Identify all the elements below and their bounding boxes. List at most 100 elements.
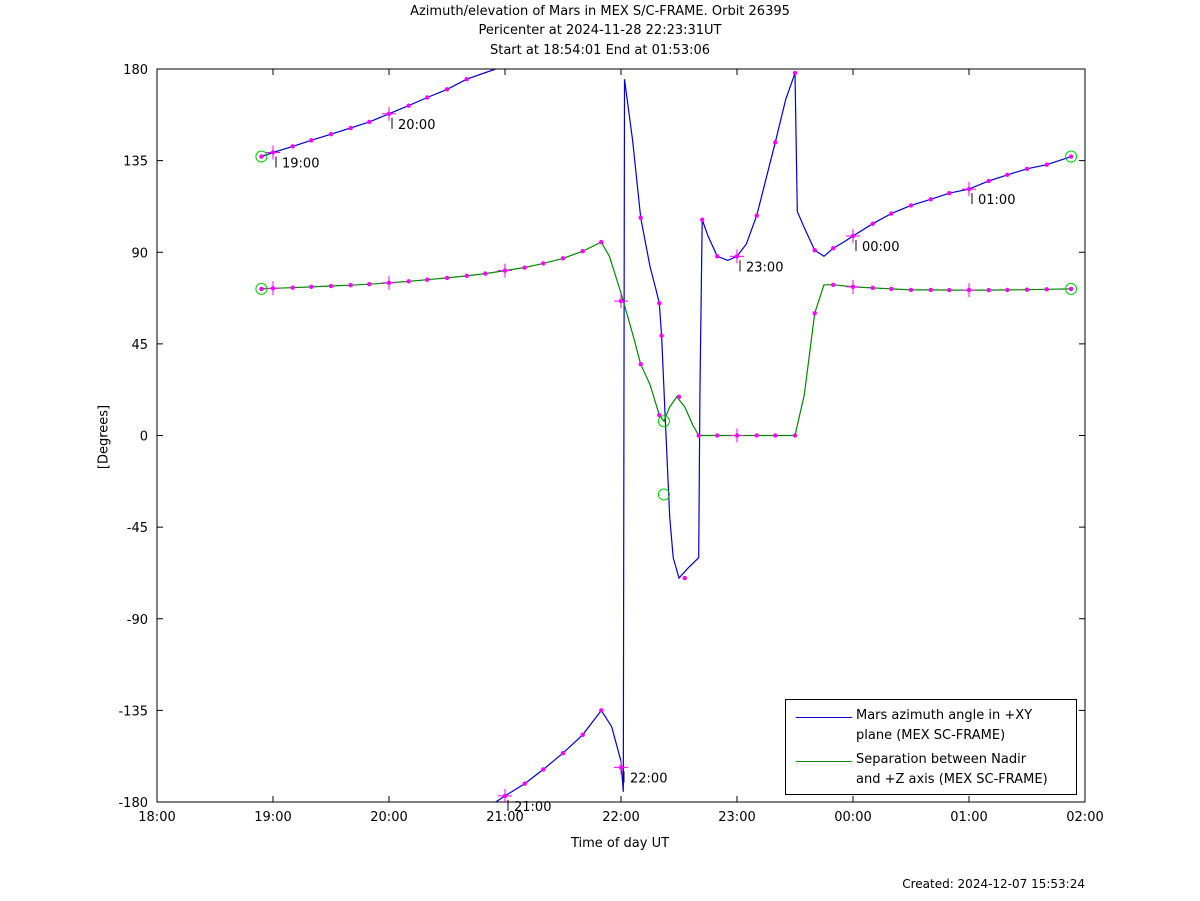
x-tick-label: 01:00 <box>950 810 987 825</box>
data-point-azimuth <box>444 87 450 92</box>
created-timestamp: Created: 2024-12-07 15:53:24 <box>902 877 1085 891</box>
time-annotation-label: 23:00 <box>746 260 783 275</box>
data-point-azimuth <box>599 708 604 713</box>
series-line-azimuth <box>495 72 1072 803</box>
y-axis-label: [Degrees] <box>96 404 112 470</box>
x-tick-label: 19:00 <box>254 810 291 825</box>
data-point-separation <box>773 433 778 438</box>
time-annotation-label: 19:00 <box>282 156 319 171</box>
data-point-separation <box>483 271 488 276</box>
data-point-separation <box>1068 286 1074 292</box>
data-point-separation <box>444 275 450 281</box>
marker-circle-separation <box>657 415 670 428</box>
data-point-azimuth <box>425 95 430 100</box>
data-point-azimuth <box>754 213 759 218</box>
data-point-azimuth <box>1005 172 1010 178</box>
time-annotation-label: 22:00 <box>630 771 667 786</box>
marker-circle-separation <box>255 282 268 295</box>
data-point-separation <box>792 433 798 438</box>
y-tick-label: 90 <box>131 246 148 261</box>
data-point-separation <box>290 285 295 290</box>
y-tick-label: 0 <box>140 430 148 445</box>
data-point-separation <box>328 283 334 289</box>
data-point-separation <box>541 261 546 266</box>
data-point-separation <box>657 412 662 418</box>
data-point-separation <box>928 287 933 293</box>
data-point-separation <box>831 282 836 288</box>
chart-title-line1: Azimuth/elevation of Mars in MEX S/C-FRA… <box>410 4 790 19</box>
x-tick-label: 21:00 <box>486 810 523 825</box>
marker-circle-azimuth <box>657 488 670 501</box>
data-point-separation <box>406 279 411 284</box>
data-point-azimuth <box>700 217 705 222</box>
data-point-separation <box>676 394 682 400</box>
data-point-separation <box>1005 287 1010 293</box>
data-point-azimuth <box>1044 162 1049 167</box>
legend-label-separation-line2: and +Z axis (MEX SC-FRAME) <box>856 772 1048 787</box>
data-point-separation <box>348 283 353 288</box>
marker-circle-separation <box>1065 282 1078 295</box>
x-tick-label: 22:00 <box>602 810 639 825</box>
data-point-azimuth <box>947 191 952 196</box>
data-point-azimuth <box>715 254 720 259</box>
series-line-separation <box>261 241 1072 437</box>
marker-circle-azimuth <box>255 150 268 163</box>
x-tick-label: 00:00 <box>834 810 871 825</box>
data-point-azimuth <box>1024 166 1030 171</box>
x-tick-label: 18:00 <box>138 810 175 825</box>
data-point-azimuth <box>986 178 991 184</box>
data-point-separation <box>464 273 469 279</box>
data-point-separation <box>986 287 991 293</box>
legend-swatch-azimuth <box>796 717 852 718</box>
data-point-separation <box>309 284 314 290</box>
y-tick-label: -180 <box>118 796 148 811</box>
y-tick-label: 135 <box>123 155 148 170</box>
data-point-azimuth <box>908 203 914 208</box>
data-point-azimuth <box>657 300 662 306</box>
data-point-azimuth <box>309 138 314 143</box>
legend-label-azimuth: Mars azimuth angle in +XY plane (MEX SC-… <box>856 706 1071 746</box>
data-point-separation <box>715 433 720 438</box>
data-point-separation <box>425 277 430 282</box>
legend: Mars azimuth angle in +XY plane (MEX SC-… <box>785 699 1077 795</box>
data-point-separation <box>870 285 875 291</box>
data-point-azimuth <box>328 131 334 137</box>
data-point-azimuth <box>1068 154 1074 159</box>
time-annotation-label: 21:00 <box>514 800 551 815</box>
chart-title-line2: Pericenter at 2024-11-28 22:23:31UT <box>478 23 722 38</box>
data-point-separation <box>259 286 264 292</box>
y-tick-label: -90 <box>127 613 148 628</box>
data-point-azimuth <box>792 70 798 76</box>
data-point-azimuth <box>773 140 778 145</box>
x-axis-label: Time of day UT <box>570 836 670 851</box>
data-point-azimuth <box>464 76 469 82</box>
data-point-azimuth <box>541 767 546 772</box>
y-tick-label: 45 <box>131 338 148 353</box>
data-point-azimuth <box>889 211 894 216</box>
y-tick-label: -45 <box>127 521 148 536</box>
data-point-separation <box>638 362 643 367</box>
x-tick-label: 02:00 <box>1066 810 1103 825</box>
data-point-azimuth <box>406 103 411 108</box>
data-point-separation <box>1044 287 1049 292</box>
data-point-separation <box>947 287 952 293</box>
data-point-azimuth <box>348 125 353 131</box>
time-annotation-label: 01:00 <box>978 193 1015 208</box>
y-tick-label: -135 <box>118 704 148 719</box>
legend-entry-separation: Separation between Nadir and +Z axis (ME… <box>796 750 1076 790</box>
legend-entry-azimuth: Mars azimuth angle in +XY plane (MEX SC-… <box>796 706 1076 746</box>
data-point-separation <box>560 256 566 261</box>
data-point-azimuth <box>682 575 687 581</box>
marker-circle-azimuth <box>1065 150 1078 163</box>
data-point-azimuth <box>522 781 527 786</box>
series-line-azimuth <box>261 68 496 158</box>
data-point-separation <box>1024 287 1030 292</box>
data-point-azimuth <box>580 732 585 738</box>
time-annotation-label: 20:00 <box>398 118 435 133</box>
y-tick-label: 180 <box>123 63 148 78</box>
data-point-separation <box>599 239 604 245</box>
data-point-separation <box>522 265 527 270</box>
data-point-azimuth <box>928 197 933 202</box>
data-point-separation <box>754 433 759 438</box>
